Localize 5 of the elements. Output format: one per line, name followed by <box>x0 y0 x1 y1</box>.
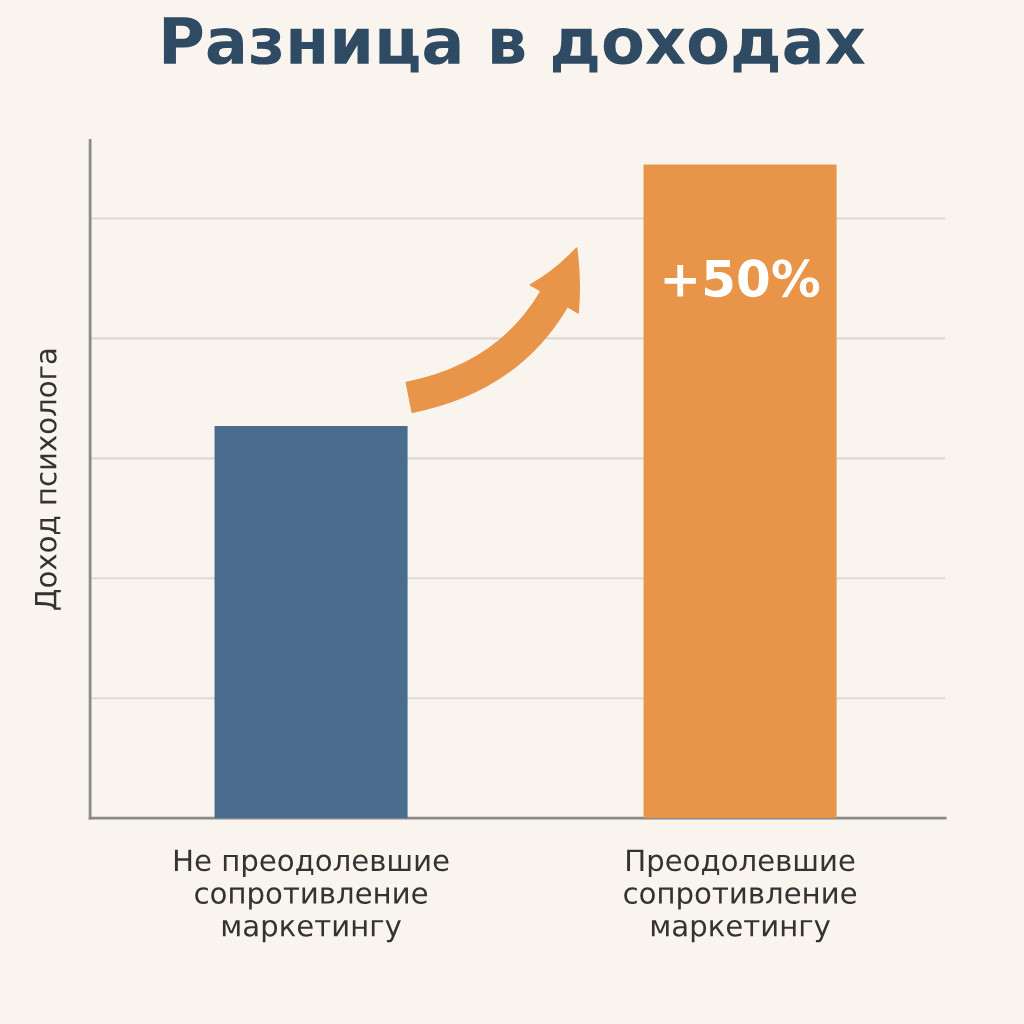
x-tick-label: Не преодолевшие сопротивление маркетингу <box>174 849 449 943</box>
y-axis-title: Доход психолога <box>35 349 61 610</box>
annotation: +50% <box>664 259 820 298</box>
chart-title: Разница в доходах <box>163 17 865 73</box>
x-tick-label: Преодолевшие сопротивление маркетингу <box>624 849 857 943</box>
